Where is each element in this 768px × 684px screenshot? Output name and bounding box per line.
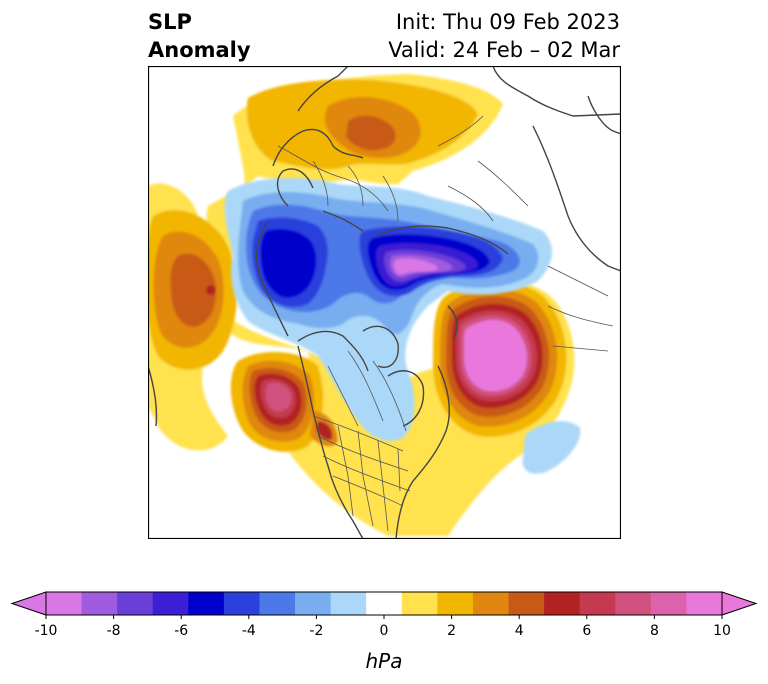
- colorbar-boxes: [10, 591, 758, 616]
- colorbar-box: [188, 592, 225, 615]
- colorbar-box: [223, 592, 260, 615]
- colorbar-box: [366, 592, 403, 615]
- anomaly-map: [148, 66, 621, 539]
- colorbar: -10 -8 -6 -4 -2 0 2 4 6 8 10 hPa: [10, 591, 758, 673]
- colorbar-box: [508, 592, 545, 615]
- colorbar-tick-label: -8: [107, 623, 121, 639]
- colorbar-box: [330, 592, 367, 615]
- colorbar-extend-high: [721, 591, 758, 616]
- colorbar-extend-low: [10, 591, 47, 616]
- negative-anomaly-shading: [224, 178, 581, 474]
- colorbar-ticks: -10 -8 -6 -4 -2 0 2 4 6 8 10: [35, 615, 731, 639]
- colorbar-box: [686, 592, 723, 615]
- map-title: SLP Anomaly: [148, 8, 251, 64]
- colorbar-unit-label: hPa: [366, 649, 403, 673]
- init-date: Init: Thu 09 Feb 2023: [395, 10, 620, 34]
- colorbar-tick-label: 8: [650, 623, 659, 639]
- colorbar-tick-label: -4: [242, 623, 256, 639]
- colorbar-tick-label: 2: [447, 623, 456, 639]
- valid-period: Init: Thu 09 Feb 2023 Valid: 24 Feb – 02…: [388, 8, 620, 64]
- colorbar-box: [401, 592, 438, 615]
- coastlines: [148, 66, 621, 539]
- colorbar-tick-label: 6: [582, 623, 591, 639]
- colorbar-box: [117, 592, 154, 615]
- title-line-2: Anomaly: [148, 38, 251, 62]
- colorbar-tick-label: -10: [35, 623, 58, 639]
- colorbar-box: [46, 592, 82, 615]
- colorbar-tick-label: 4: [515, 623, 524, 639]
- colorbar-tick-label: -2: [309, 623, 323, 639]
- valid-range: Valid: 24 Feb – 02 Mar: [388, 38, 620, 62]
- colorbar-box: [579, 592, 616, 615]
- map-frame: [148, 66, 621, 539]
- colorbar-box: [259, 592, 296, 615]
- colorbar-box: [472, 592, 509, 615]
- colorbar-tick-label: -6: [174, 623, 188, 639]
- borders: [277, 115, 614, 532]
- colorbar-box: [81, 592, 118, 615]
- colorbar-box: [650, 592, 687, 615]
- colorbar-box: [544, 592, 581, 615]
- colorbar-box: [152, 592, 189, 615]
- colorbar-tick-label: 0: [380, 623, 389, 639]
- colorbar-box: [615, 592, 652, 615]
- colorbar-box: [437, 592, 474, 615]
- title-line-1: SLP: [148, 10, 192, 34]
- colorbar-tick-label: 10: [713, 623, 731, 639]
- colorbar-box: [295, 592, 332, 615]
